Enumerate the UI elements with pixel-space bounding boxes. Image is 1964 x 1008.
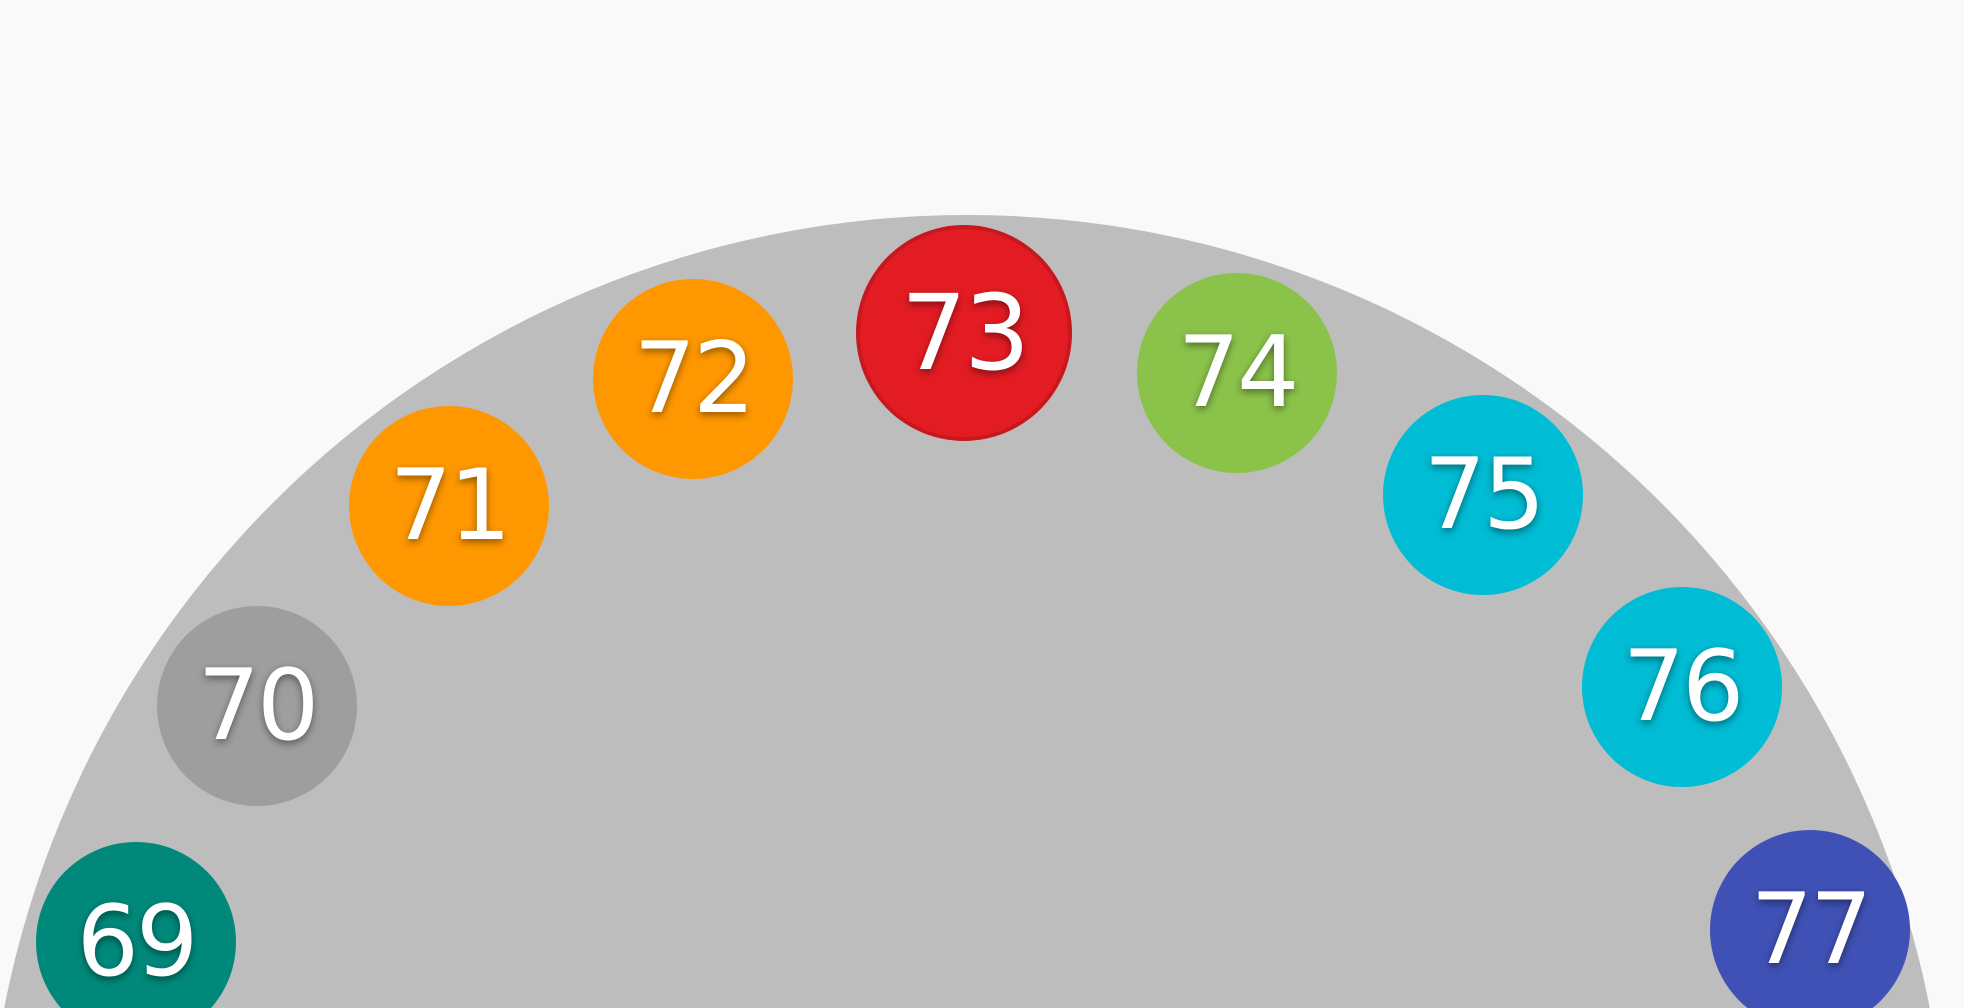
number-77-label: 77 xyxy=(1750,873,1873,987)
number-75-label: 75 xyxy=(1423,438,1546,552)
number-74-label: 74 xyxy=(1177,316,1300,430)
number-72-label: 72 xyxy=(633,322,756,436)
number-70-button[interactable]: 70 xyxy=(157,606,357,806)
number-74-button[interactable]: 74 xyxy=(1137,273,1337,473)
number-77-button[interactable]: 77 xyxy=(1710,830,1910,1008)
number-73-label: 73 xyxy=(900,272,1030,394)
number-72-button[interactable]: 72 xyxy=(593,279,793,479)
number-69-button[interactable]: 69 xyxy=(36,842,236,1008)
number-73-button[interactable]: 73 xyxy=(856,225,1072,441)
number-70-label: 70 xyxy=(197,649,320,763)
number-76-button[interactable]: 76 xyxy=(1582,587,1782,787)
number-76-label: 76 xyxy=(1622,630,1745,744)
number-71-button[interactable]: 71 xyxy=(349,406,549,606)
number-71-label: 71 xyxy=(389,449,512,563)
number-69-label: 69 xyxy=(76,885,199,999)
number-75-button[interactable]: 75 xyxy=(1383,395,1583,595)
